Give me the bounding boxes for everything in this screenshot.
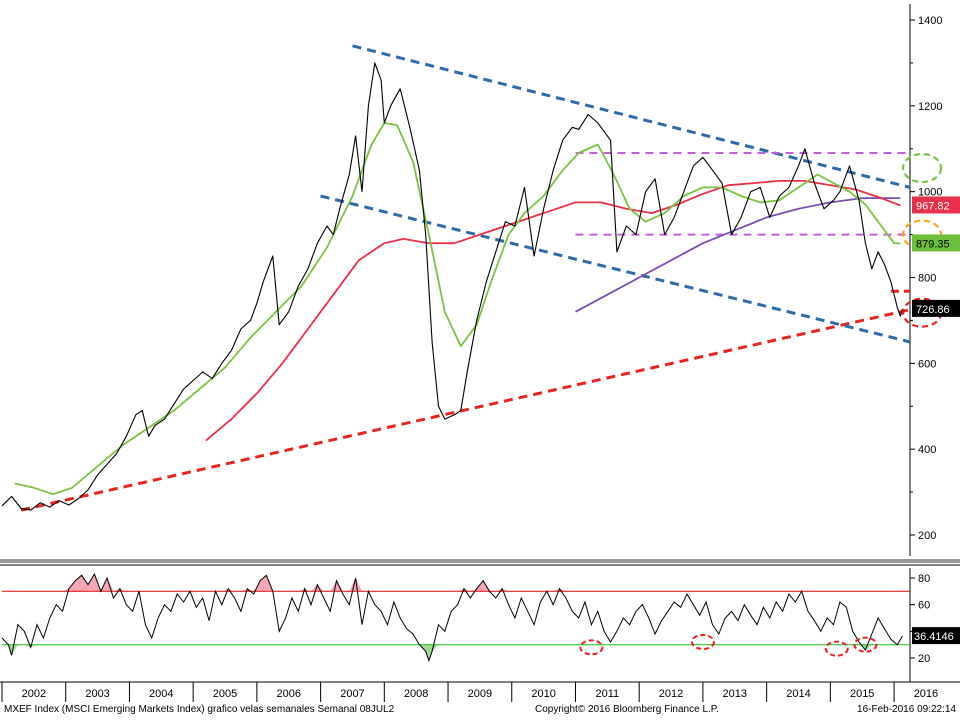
series-channel-lower bbox=[320, 194, 911, 344]
x-tick-label: 2011 bbox=[596, 688, 620, 700]
osc-highlight-ellipse bbox=[853, 636, 878, 653]
x-tick-label: 2005 bbox=[213, 688, 237, 700]
price-value-label: 726.86 bbox=[916, 304, 950, 316]
osc-value-label-bg bbox=[912, 627, 960, 645]
series-oscillator bbox=[1, 572, 903, 663]
series-price bbox=[1, 62, 903, 511]
x-tick-label: 2008 bbox=[404, 688, 428, 700]
price-y-tick-label: 1200 bbox=[918, 101, 942, 113]
price-value-label: 967.82 bbox=[916, 200, 950, 212]
panel-divider-bar bbox=[0, 559, 960, 563]
series-support bbox=[20, 308, 911, 512]
x-tick-label: 2013 bbox=[723, 688, 747, 700]
x-tick-label: 2006 bbox=[276, 688, 300, 700]
highlight-ellipse bbox=[901, 152, 943, 184]
x-tick-label: 2009 bbox=[468, 688, 492, 700]
osc-y-tick-label: 20 bbox=[918, 653, 930, 665]
price-y-tick-label: 1400 bbox=[918, 15, 942, 27]
footer-timestamp: 16-Feb-2016 09:22:14 bbox=[857, 704, 956, 715]
x-tick-label: 2007 bbox=[340, 688, 364, 700]
x-tick-label: 2003 bbox=[85, 688, 109, 700]
price-y-tick-label: 200 bbox=[918, 530, 936, 542]
x-tick-label: 2014 bbox=[786, 688, 810, 700]
series-channel-upper bbox=[352, 44, 911, 189]
series-ma-fast bbox=[14, 122, 901, 496]
price-y-tick-label: 400 bbox=[918, 444, 936, 456]
series-ma-mid bbox=[205, 180, 901, 442]
price-value-label-bg bbox=[912, 234, 960, 252]
osc-highlight-ellipse bbox=[824, 640, 849, 657]
series-ma-slow bbox=[575, 197, 901, 313]
oscillator-panel: 2040608036.4146 bbox=[1, 568, 960, 682]
x-tick-label: 2004 bbox=[149, 688, 173, 700]
osc-highlight-ellipse bbox=[579, 639, 604, 656]
price-y-tick-label: 800 bbox=[918, 273, 936, 285]
price-chart-panel: 200 400 600 800 1000 1200 1400 967.82 879.35 726.… bbox=[1, 4, 960, 556]
x-tick-label: 2016 bbox=[914, 688, 938, 700]
price-value-label: 879.35 bbox=[916, 238, 950, 250]
price-value-label-bg bbox=[912, 299, 960, 317]
x-tick-label: 2012 bbox=[659, 688, 683, 700]
footer-copyright: Copyright© 2016 Bloomberg Finance L.P. bbox=[535, 704, 719, 715]
osc-value-label: 36.4146 bbox=[914, 631, 954, 643]
osc-highlight-ellipse bbox=[690, 634, 715, 650]
price-value-label-bg bbox=[912, 196, 960, 214]
osc-y-tick-label: 80 bbox=[918, 573, 930, 585]
x-tick-label: 2015 bbox=[850, 688, 874, 700]
price-y-tick-label: 600 bbox=[918, 358, 936, 370]
panel-divider bbox=[0, 559, 960, 566]
x-axis: 2002 2003 2004 2005 2006 2007 2008 2009 2010 2011… bbox=[0, 681, 960, 702]
price-y-tick-label: 1000 bbox=[918, 187, 942, 199]
footer-security-label: MXEF Index (MSCI Emerging Markets Index)… bbox=[4, 704, 395, 715]
osc-y-tick-label: 60 bbox=[918, 600, 930, 612]
x-tick-label: 2002 bbox=[22, 688, 46, 700]
x-tick-label: 2010 bbox=[531, 688, 555, 700]
